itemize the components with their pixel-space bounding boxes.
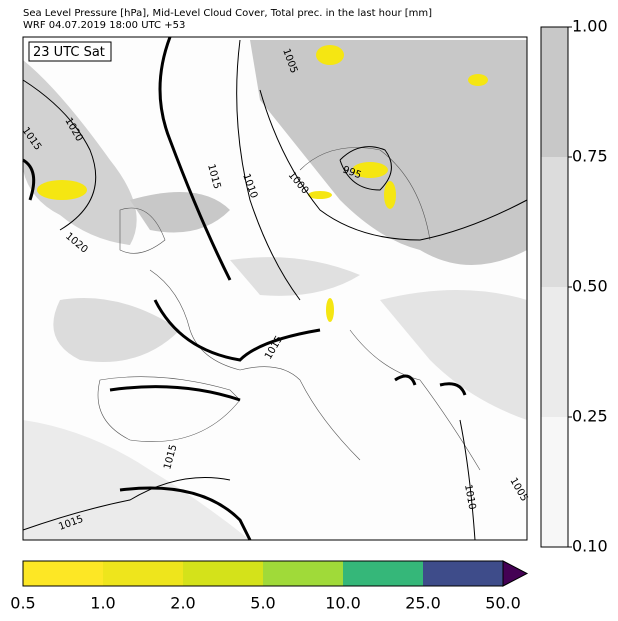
colorbar-segment <box>183 561 263 586</box>
colorbar-segment <box>343 561 423 586</box>
colorbar-label: 10.0 <box>325 594 361 613</box>
colorbar-label: 0.5 <box>10 594 35 613</box>
colorbar-segment <box>103 561 183 586</box>
colorbar-segment <box>541 287 568 417</box>
colorbar-label: 50.0 <box>485 594 521 613</box>
header-line: Sea Level Pressure [hPa], Mid-Level Clou… <box>23 8 432 19</box>
colorbar-extend <box>502 560 529 587</box>
colorbar-segment <box>263 561 343 586</box>
colorbar-label: 25.0 <box>405 594 441 613</box>
precip-areas <box>37 45 488 322</box>
colorbar-frame <box>22 560 504 587</box>
colorbar-label: 0.10 <box>572 537 608 556</box>
cloud-areas <box>23 40 527 540</box>
colorbar-label: 1.0 <box>90 594 115 613</box>
colorbar-label: 0.50 <box>572 277 608 296</box>
colorbar-segment <box>23 561 103 586</box>
colorbar-segment <box>541 27 568 157</box>
colorbar-segment <box>541 157 568 287</box>
colorbar-segment <box>423 561 503 586</box>
colorbar-label: 5.0 <box>250 594 275 613</box>
colorbar-segment <box>541 417 568 547</box>
colorbar-label: 0.75 <box>572 147 608 166</box>
precip-colorbar: 0.5 1.0 2.0 5.0 10.0 25.0 50.0 <box>10 560 529 613</box>
colorbar-label: 2.0 <box>170 594 195 613</box>
colorbar-label: 1.00 <box>572 17 608 36</box>
colorbar-label: 0.25 <box>572 407 608 426</box>
isobar-label: 1010 <box>462 484 477 511</box>
time-label: 23 UTC Sat <box>33 45 105 60</box>
header-line: WRF 04.07.2019 18:00 UTC +53 <box>23 20 185 31</box>
cloud-colorbar: 1.00 0.75 0.50 0.25 0.10 <box>540 17 608 556</box>
isobars <box>22 36 528 541</box>
coastlines <box>97 147 481 471</box>
